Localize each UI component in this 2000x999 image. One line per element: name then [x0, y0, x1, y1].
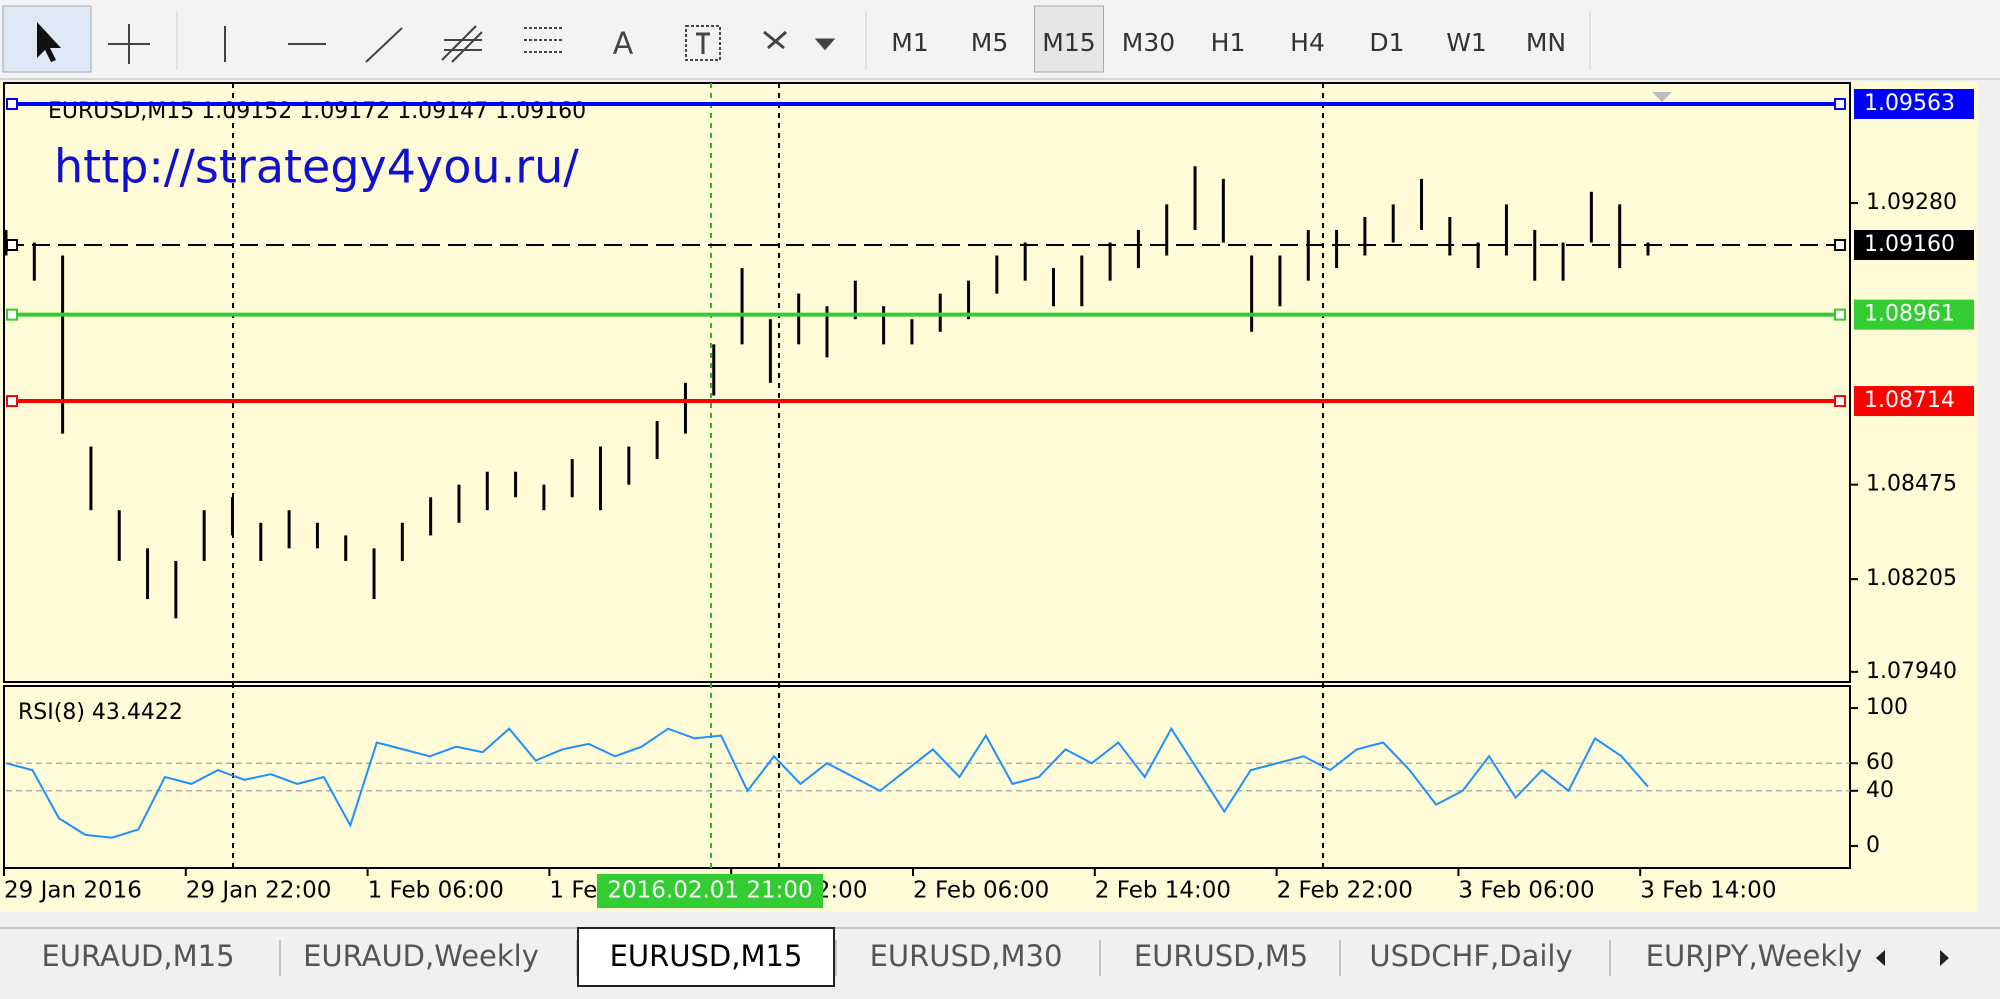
- active-tab-label[interactable]: EURUSD,M15: [610, 939, 803, 973]
- level-price-label: 1.09563: [1864, 91, 1955, 116]
- side-strip: [1978, 82, 2000, 912]
- trendline-tool[interactable]: [365, 27, 403, 63]
- x-tick-label: 29 Jan 22:00: [186, 878, 332, 904]
- active-timeframe: [1034, 5, 1104, 73]
- rsi-y-tick-label: 0: [1866, 833, 1880, 858]
- x-tick-label: 3 Feb 14:00: [1640, 878, 1776, 904]
- tab-label[interactable]: EURJPY,Weekly: [1646, 939, 1863, 973]
- level-handle: [6, 395, 18, 408]
- level-handle: [1834, 97, 1846, 110]
- level-price-box: [1854, 88, 1974, 119]
- y-tick-label: 1.08475: [1866, 472, 1957, 497]
- tab-label[interactable]: EURAUD,M15: [41, 939, 234, 973]
- timeframe-button[interactable]: M30: [1122, 28, 1175, 57]
- x-tick-label: 29 Jan 2016: [4, 878, 142, 904]
- level-handle: [1834, 395, 1846, 408]
- text-tool[interactable]: A: [613, 27, 634, 62]
- active-tab: [577, 927, 835, 987]
- y-tick-label: 1.07940: [1866, 659, 1957, 684]
- level-handle: [1834, 238, 1846, 251]
- level-handle: [1834, 308, 1846, 321]
- timeframe-button[interactable]: M5: [971, 28, 1008, 57]
- timeframe-button[interactable]: M1: [891, 28, 928, 57]
- x-tick-label: 1 Feb 06:00: [368, 878, 504, 904]
- rsi-y-tick-label: 60: [1866, 750, 1894, 775]
- level-price-box: [1854, 299, 1974, 330]
- tab-label[interactable]: EURUSD,M5: [1134, 939, 1308, 973]
- tab-bar: [0, 922, 2000, 995]
- timeframe-button[interactable]: W1: [1446, 28, 1487, 57]
- level-price-label: 1.09160: [1864, 232, 1955, 257]
- shift-marker: [1652, 92, 1672, 102]
- level-handle: [6, 238, 18, 251]
- tab-label[interactable]: USDCHF,Daily: [1369, 939, 1572, 973]
- timeframe-button[interactable]: H4: [1290, 28, 1325, 57]
- arrows-tool[interactable]: [763, 30, 836, 51]
- label-tool[interactable]: [685, 25, 721, 61]
- cursor-icon: [37, 22, 61, 62]
- main-pane: [3, 82, 1851, 683]
- label-tool-icon: [696, 32, 710, 54]
- tab-label[interactable]: EURUSD,M30: [870, 939, 1063, 973]
- rsi-y-tick-label: 100: [1866, 695, 1908, 720]
- rsi-pane: [3, 685, 1851, 869]
- toolbar: [0, 0, 2000, 79]
- timeframe-button[interactable]: D1: [1369, 28, 1404, 57]
- fibo-tool[interactable]: [524, 27, 564, 53]
- rsi-y-tick-label: 40: [1866, 778, 1894, 803]
- level-price-label: 1.08714: [1864, 388, 1955, 413]
- timeframe-button[interactable]: MN: [1526, 28, 1566, 57]
- x-tick-label: 3 Feb 06:00: [1458, 878, 1594, 904]
- watermark: http://strategy4you.ru/: [54, 140, 579, 194]
- x-tick-label: 2 Feb 14:00: [1095, 878, 1231, 904]
- level-handle: [6, 97, 18, 110]
- cursor-time-box: [597, 874, 823, 908]
- tab-scroll-arrows[interactable]: [1876, 950, 1949, 966]
- y-tick-label: 1.09280: [1866, 190, 1957, 215]
- chart-bg: [0, 82, 1978, 912]
- crosshair-icon[interactable]: [108, 24, 150, 64]
- level-price-label: 1.08961: [1864, 302, 1955, 327]
- level-price-box: [1854, 386, 1974, 417]
- x-tick-label: 2 Feb 06:00: [913, 878, 1049, 904]
- level-price-box: [1854, 229, 1974, 260]
- cursor-time-label: 2016.02.01 21:00: [607, 878, 812, 904]
- rsi-label: RSI(8) 43.4422: [18, 700, 183, 725]
- tab-label[interactable]: EURAUD,Weekly: [303, 939, 539, 973]
- y-tick-label: 1.08205: [1866, 566, 1957, 591]
- timeframe-button[interactable]: H1: [1211, 28, 1246, 57]
- x-tick-label: 2 Feb 22:00: [1277, 878, 1413, 904]
- timeframe-button[interactable]: M15: [1042, 28, 1095, 57]
- fan-tool[interactable]: [441, 25, 483, 63]
- level-handle: [6, 308, 18, 321]
- rsi-line: [5, 726, 1649, 839]
